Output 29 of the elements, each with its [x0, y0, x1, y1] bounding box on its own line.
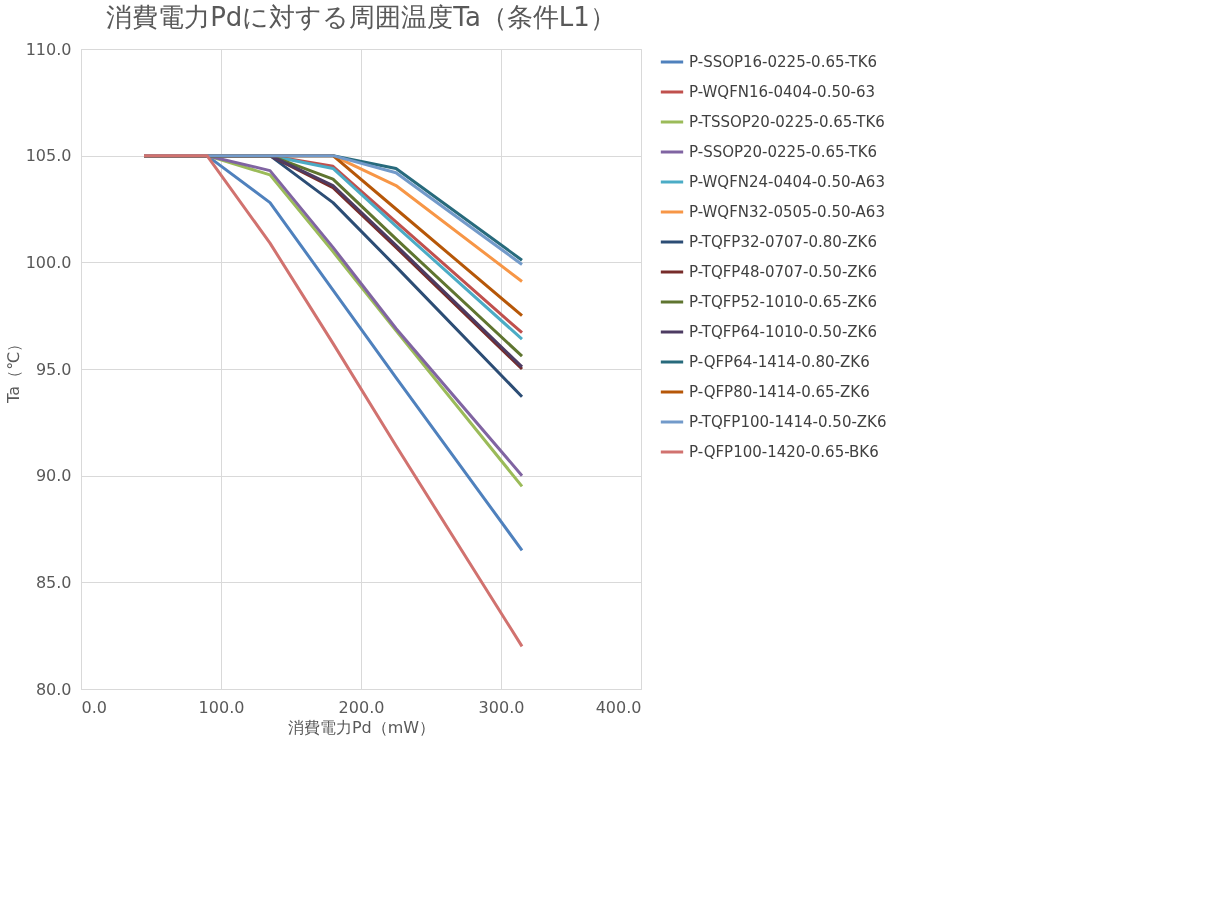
y-axis-title: Ta（℃） — [3, 336, 23, 404]
legend-label: P-QFP100-1420-0.65-BK6 — [689, 443, 879, 461]
y-tick-label: 100.0 — [25, 252, 72, 272]
legend-label: P-TQFP48-0707-0.50-ZK6 — [689, 263, 877, 281]
x-tick-label: 100.0 — [198, 697, 245, 717]
legend-label: P-QFP64-1414-0.80-ZK6 — [689, 353, 870, 371]
legend-label: P-WQFN16-0404-0.50-63 — [689, 83, 875, 101]
legend-label: P-TQFP32-0707-0.80-ZK6 — [689, 233, 877, 251]
legend-label: P-TQFP52-1010-0.65-ZK6 — [689, 293, 877, 311]
x-tick-label: 400.0 — [595, 697, 642, 717]
legend-label: P-SSOP20-0225-0.65-TK6 — [689, 143, 878, 161]
legend-label: P-WQFN24-0404-0.50-A63 — [689, 173, 885, 191]
legend-label: P-TQFP64-1010-0.50-ZK6 — [689, 323, 877, 341]
y-tick-label: 105.0 — [25, 146, 72, 166]
x-tick-label: 0.0 — [81, 697, 107, 717]
y-tick-label: 90.0 — [35, 466, 72, 486]
y-tick-label: 110.0 — [25, 39, 72, 59]
x-tick-label: 200.0 — [338, 697, 385, 717]
x-tick-label: 300.0 — [478, 697, 525, 717]
x-axis-title: 消費電力Pd（mW） — [287, 717, 436, 737]
legend-label: P-TQFP100-1414-0.50-ZK6 — [689, 413, 887, 431]
y-tick-label: 85.0 — [35, 572, 72, 592]
chart-title: 消費電力Pdに対する周囲温度Ta（条件L1） — [106, 2, 616, 32]
legend-label: P-WQFN32-0505-0.50-A63 — [689, 203, 885, 221]
y-tick-label: 80.0 — [35, 679, 72, 699]
legend-label: P-SSOP16-0225-0.65-TK6 — [689, 53, 878, 71]
legend-label: P-QFP80-1414-0.65-ZK6 — [689, 383, 870, 401]
y-tick-label: 95.0 — [35, 359, 72, 379]
legend-label: P-TSSOP20-0225-0.65-TK6 — [689, 113, 885, 131]
